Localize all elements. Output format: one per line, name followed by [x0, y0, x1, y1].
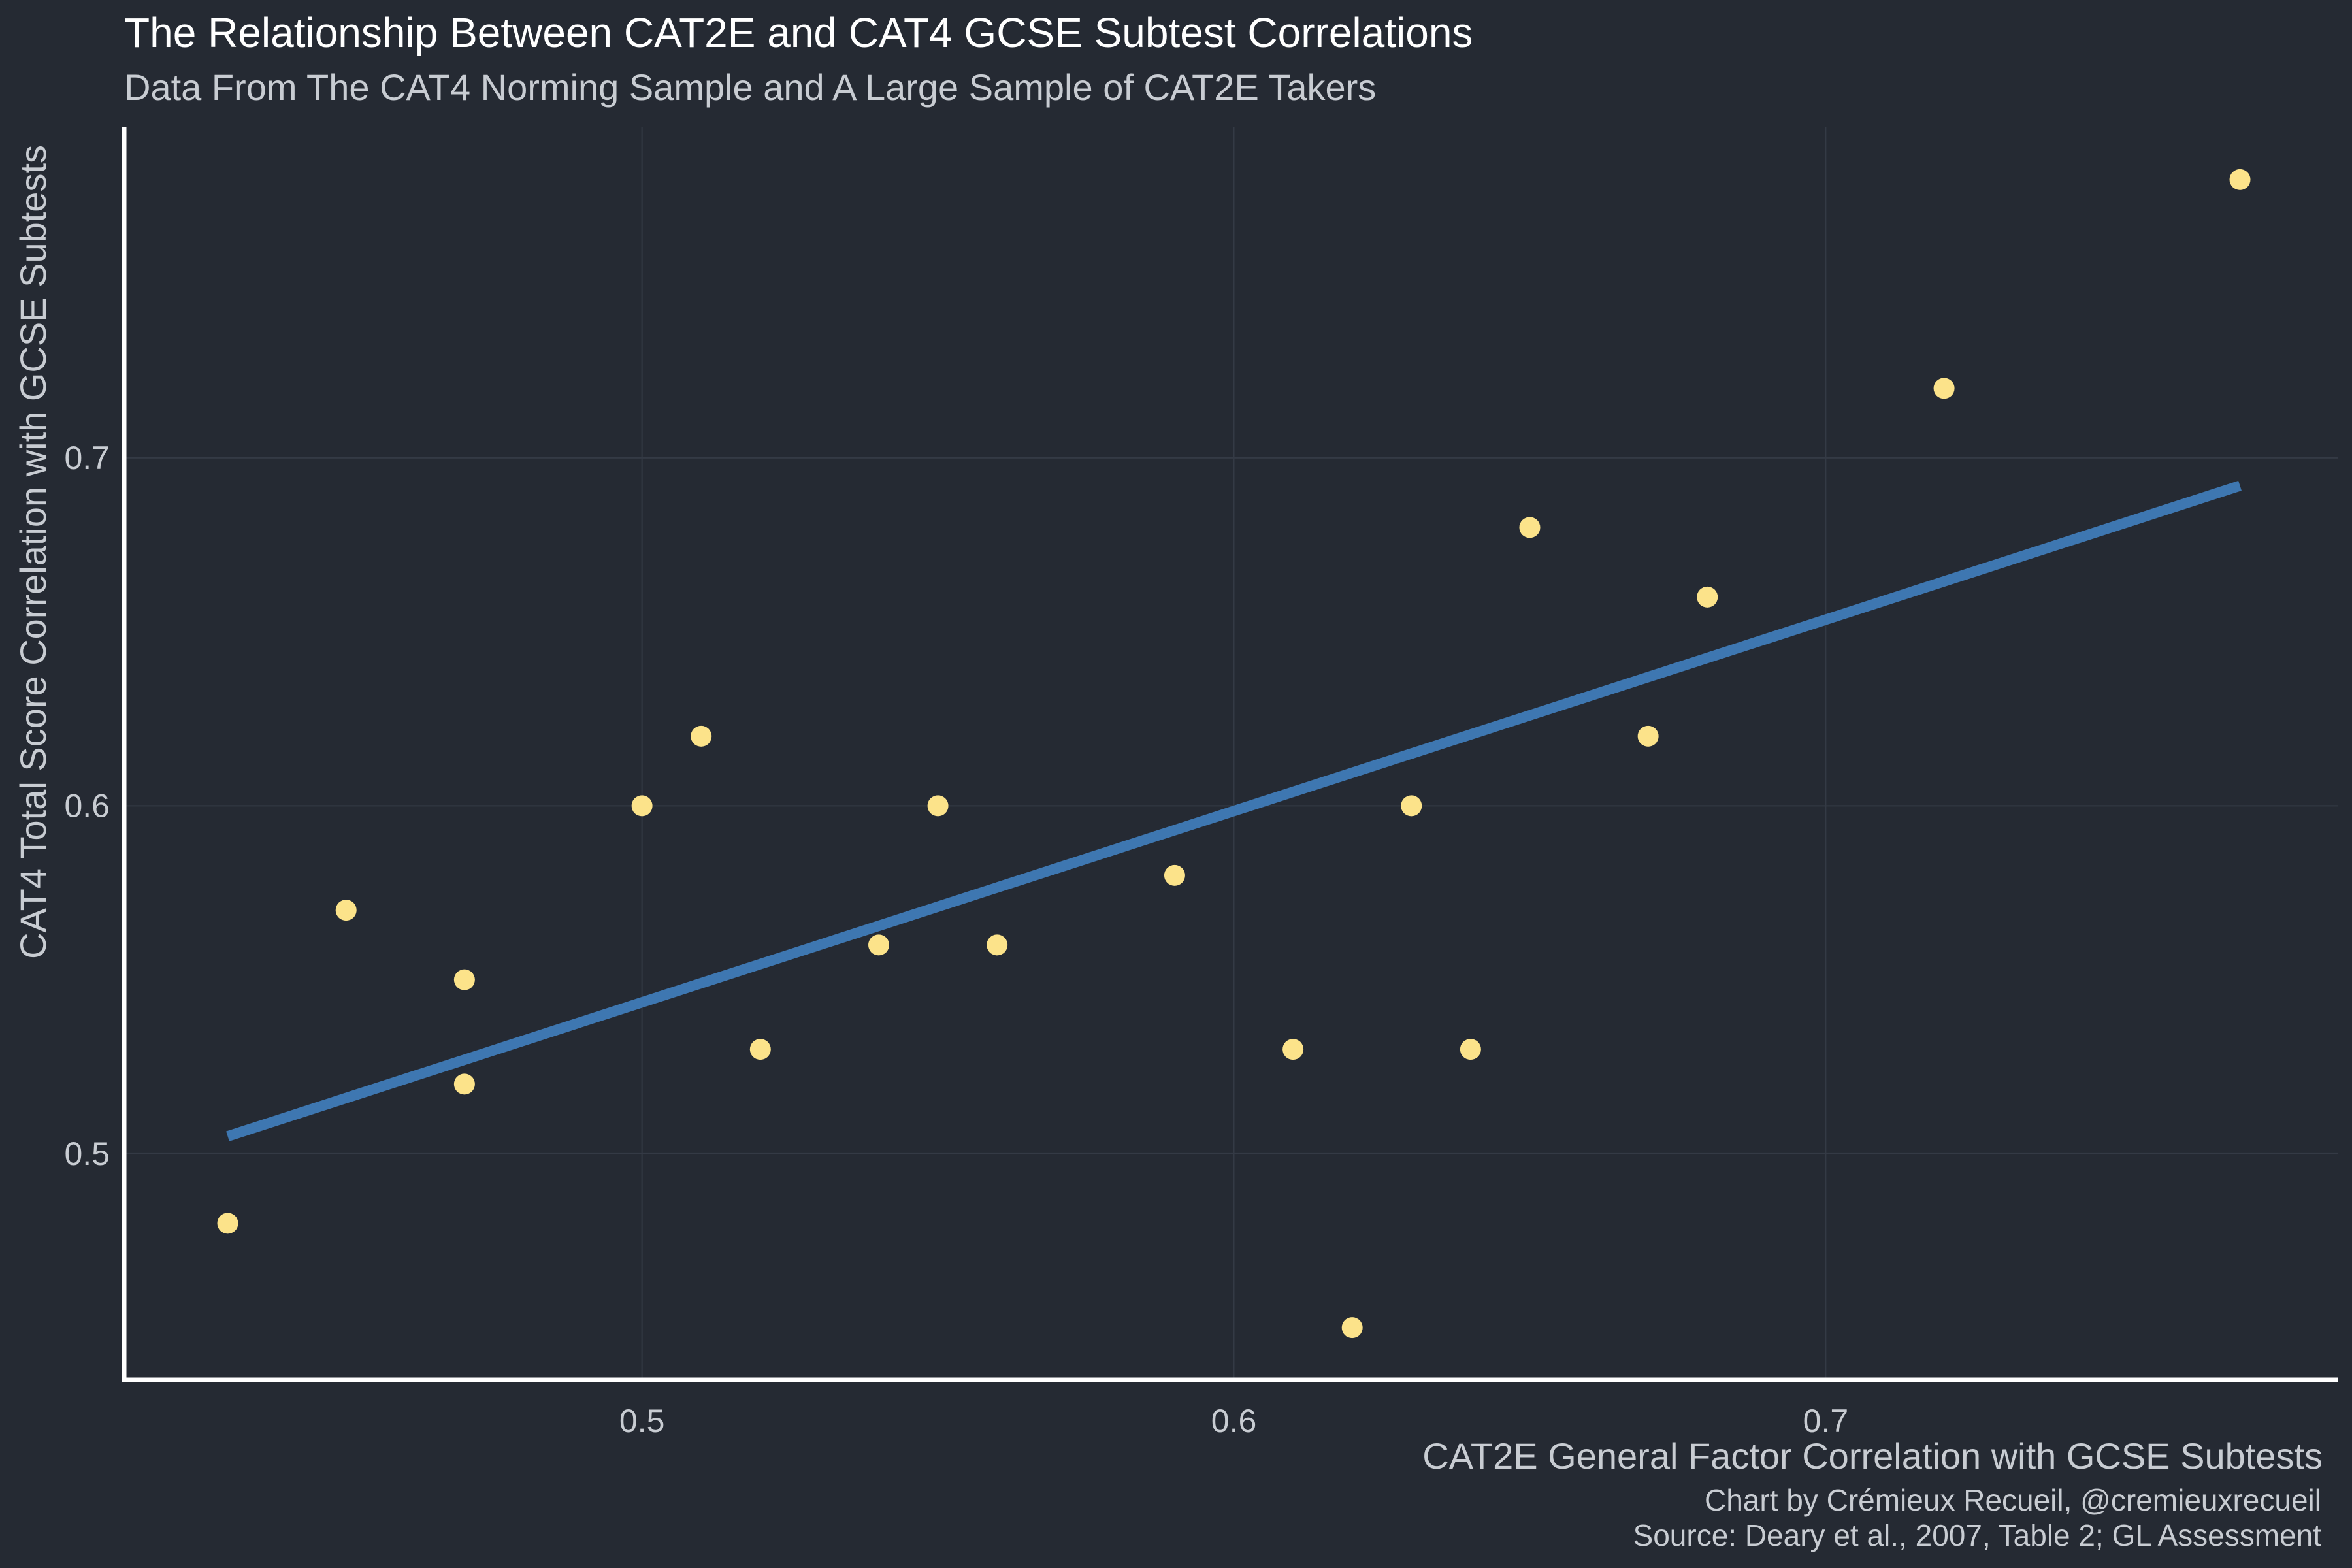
data-point [217, 1213, 238, 1234]
y-axis-label: CAT4 Total Score Correlation with GCSE S… [12, 145, 54, 959]
chart-subtitle: Data From The CAT4 Norming Sample and A … [124, 67, 1376, 108]
data-point [335, 900, 357, 921]
data-point [2229, 169, 2251, 190]
x-tick-labels: 0.5 0.6 0.7 [619, 1403, 1848, 1439]
trendline-layer [226, 480, 2242, 1141]
data-point [1164, 864, 1185, 886]
data-point [868, 934, 889, 956]
data-point [1282, 1039, 1304, 1060]
data-point [1341, 1317, 1363, 1339]
data-point [1401, 795, 1422, 817]
y-tick-label: 0.6 [64, 787, 110, 824]
data-point [631, 795, 653, 817]
data-point [987, 934, 1008, 956]
chart-title: The Relationship Between CAT2E and CAT4 … [124, 9, 1473, 56]
x-tick-label: 0.5 [619, 1403, 665, 1439]
data-point [1460, 1039, 1481, 1060]
data-point [1933, 378, 1955, 399]
caption-source: Source: Deary et al., 2007, Table 2; GL … [1633, 1518, 2322, 1552]
x-axis-label: CAT2E General Factor Correlation with GC… [1422, 1435, 2323, 1477]
y-tick-label: 0.7 [64, 440, 110, 476]
x-tick-label: 0.6 [1211, 1403, 1257, 1439]
data-point [927, 795, 949, 817]
data-point [749, 1039, 771, 1060]
data-point [453, 969, 475, 990]
data-point [1697, 586, 1718, 608]
y-tick-labels: 0.5 0.6 0.7 [64, 440, 110, 1172]
caption-credit: Chart by Crémieux Recueil, @cremieuxrecu… [1705, 1483, 2321, 1517]
data-point [1637, 725, 1659, 747]
data-point [691, 725, 712, 747]
data-point [1519, 517, 1541, 538]
x-tick-label: 0.7 [1803, 1403, 1849, 1439]
trendline [226, 480, 2242, 1141]
data-points [217, 169, 2251, 1339]
data-point [453, 1073, 475, 1095]
grid-lines [124, 127, 2338, 1380]
y-tick-label: 0.5 [64, 1135, 110, 1172]
